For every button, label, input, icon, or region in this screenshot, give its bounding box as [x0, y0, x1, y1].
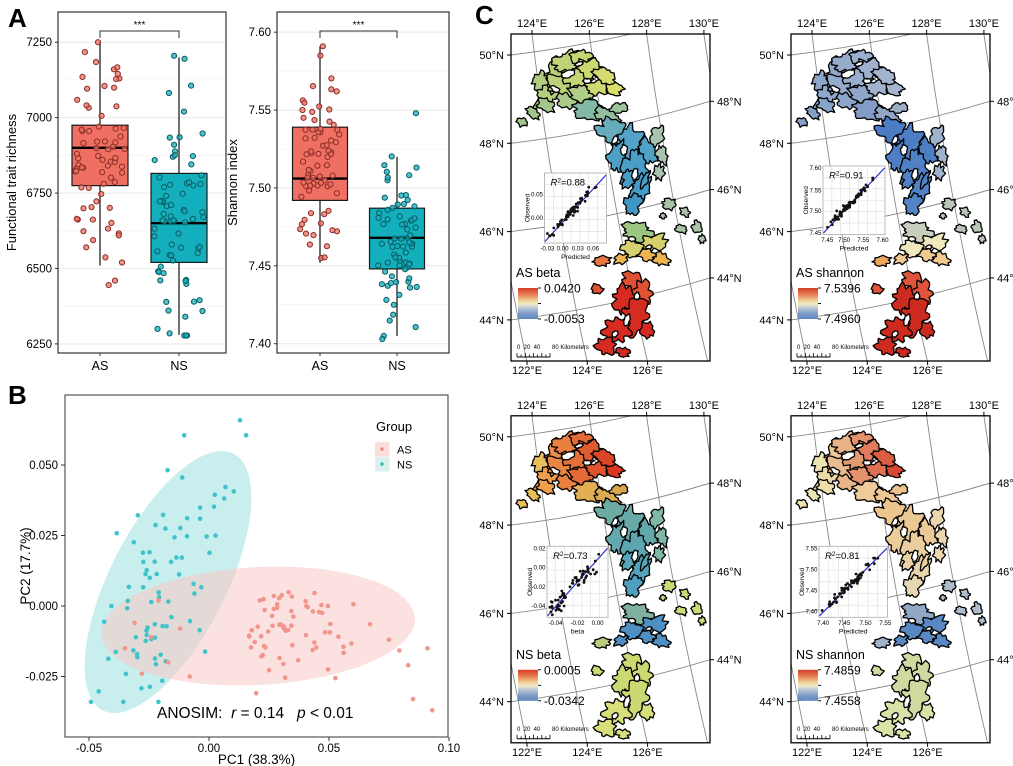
svg-text:0.00: 0.00	[198, 743, 220, 755]
svg-text:7.60: 7.60	[249, 27, 271, 39]
svg-text:0.05: 0.05	[318, 743, 340, 755]
svg-text:***: ***	[353, 20, 365, 31]
svg-text:-0.02: -0.02	[531, 584, 546, 591]
svg-text:Observed: Observed	[799, 567, 806, 596]
svg-text:NS shannon: NS shannon	[796, 648, 865, 662]
svg-text:***: ***	[134, 20, 146, 31]
svg-text:AS beta: AS beta	[516, 266, 561, 280]
svg-text:R2=0.81: R2=0.81	[825, 551, 860, 562]
svg-text:R2=0.73: R2=0.73	[553, 551, 588, 562]
svg-text:-0.05: -0.05	[76, 743, 102, 755]
svg-text:PC1 (38.3%): PC1 (38.3%)	[218, 752, 295, 766]
svg-text:7.60: 7.60	[876, 237, 889, 244]
svg-text:0.000: 0.000	[29, 601, 58, 613]
svg-text:-0.03: -0.03	[540, 246, 555, 253]
svg-text:0.00: 0.00	[533, 565, 546, 572]
svg-text:Observed: Observed	[527, 567, 534, 596]
svg-text:6500: 6500	[26, 264, 52, 276]
svg-text:7.60: 7.60	[809, 165, 822, 172]
svg-text:7.50: 7.50	[809, 208, 822, 215]
svg-text:7.45: 7.45	[821, 237, 834, 244]
svg-text:0.0420: 0.0420	[544, 282, 581, 296]
svg-text:Predicted: Predicted	[839, 628, 868, 635]
svg-text:7.40: 7.40	[805, 609, 818, 616]
svg-text:0 20 40 80 Kilometers: 0 20 40 80 Kilometers	[517, 345, 589, 351]
svg-text:7.5396: 7.5396	[824, 282, 861, 296]
svg-text:0 20 40 80 Kilometers: 0 20 40 80 Kilometers	[797, 345, 869, 351]
svg-text:7.4558: 7.4558	[824, 694, 861, 708]
svg-text:7250: 7250	[26, 37, 52, 49]
svg-text:Observed: Observed	[803, 186, 810, 215]
svg-text:B: B	[8, 380, 27, 410]
svg-text:-0.0053: -0.0053	[544, 312, 585, 326]
svg-text:R2=0.88: R2=0.88	[551, 178, 586, 189]
svg-text:PC2 (17.7%): PC2 (17.7%)	[18, 527, 33, 604]
svg-text:NS beta: NS beta	[516, 648, 561, 662]
svg-text:7.45: 7.45	[805, 587, 818, 594]
svg-text:0.03: 0.03	[572, 246, 585, 253]
svg-text:0.10: 0.10	[438, 743, 460, 755]
svg-text:0.02: 0.02	[533, 545, 546, 552]
svg-text:Group: Group	[376, 419, 412, 434]
svg-text:7.50: 7.50	[249, 183, 271, 195]
svg-text:7.45: 7.45	[809, 230, 822, 237]
svg-text:-0.04: -0.04	[531, 603, 546, 610]
svg-text:7.50: 7.50	[859, 620, 872, 627]
svg-text:7.55: 7.55	[249, 105, 271, 117]
svg-text:ANOSIM: r = 0.14 p < 0.01: ANOSIM: r = 0.14 p < 0.01	[157, 705, 353, 722]
svg-text:7.55: 7.55	[805, 545, 818, 552]
svg-text:0.06: 0.06	[587, 246, 600, 253]
svg-text:Shannon index: Shannon index	[225, 139, 240, 226]
svg-text:0.050: 0.050	[29, 460, 58, 472]
svg-text:6750: 6750	[26, 188, 52, 200]
svg-text:0.0005: 0.0005	[544, 663, 581, 677]
svg-text:AS shannon: AS shannon	[796, 266, 864, 280]
svg-text:7.50: 7.50	[805, 567, 818, 574]
svg-text:NS: NS	[170, 359, 187, 373]
svg-text:-0.02: -0.02	[570, 620, 585, 627]
svg-text:A: A	[8, 3, 27, 33]
svg-text:7.40: 7.40	[817, 620, 830, 627]
svg-text:-0.04: -0.04	[548, 620, 563, 627]
svg-text:0.00: 0.00	[557, 246, 570, 253]
svg-text:0.00: 0.00	[592, 620, 605, 627]
svg-text:7.4960: 7.4960	[824, 312, 861, 326]
svg-text:0 20 40 80 Kilometers: 0 20 40 80 Kilometers	[517, 727, 589, 733]
svg-text:-0.0342: -0.0342	[544, 694, 585, 708]
svg-text:7.40: 7.40	[249, 339, 271, 351]
svg-text:-0.025: -0.025	[25, 672, 58, 684]
svg-text:AS: AS	[397, 445, 412, 457]
svg-text:0.00: 0.00	[531, 215, 544, 222]
svg-text:R2=0.91: R2=0.91	[829, 171, 864, 182]
svg-text:0 20 40 80 Kilometers: 0 20 40 80 Kilometers	[797, 727, 869, 733]
svg-text:6250: 6250	[26, 339, 52, 351]
svg-text:0.025: 0.025	[29, 531, 58, 543]
svg-text:7.45: 7.45	[838, 620, 851, 627]
svg-text:7.45: 7.45	[249, 261, 271, 273]
svg-text:AS: AS	[312, 359, 329, 373]
svg-text:0.05: 0.05	[531, 192, 544, 199]
svg-text:7.4859: 7.4859	[824, 663, 861, 677]
svg-text:7.50: 7.50	[838, 237, 851, 244]
svg-text:Functional trait richness: Functional trait richness	[4, 113, 19, 251]
svg-text:NS: NS	[397, 460, 412, 472]
svg-text:AS: AS	[92, 359, 109, 373]
svg-text:Predicted: Predicted	[561, 254, 590, 261]
svg-text:Predicted: Predicted	[840, 246, 869, 253]
svg-text:7.55: 7.55	[857, 237, 870, 244]
svg-text:Observed: Observed	[525, 194, 532, 223]
svg-text:NS: NS	[388, 359, 405, 373]
svg-text:7.55: 7.55	[879, 620, 892, 627]
svg-text:beta: beta	[571, 628, 584, 635]
svg-text:7000: 7000	[26, 113, 52, 125]
svg-text:C: C	[475, 0, 494, 30]
svg-text:7.55: 7.55	[809, 188, 822, 195]
